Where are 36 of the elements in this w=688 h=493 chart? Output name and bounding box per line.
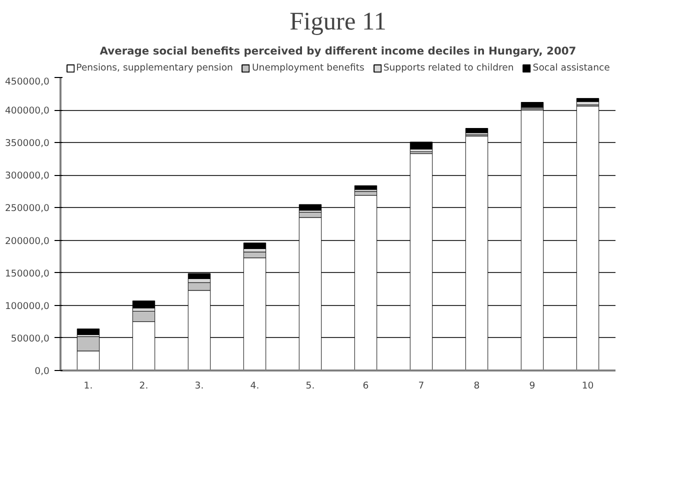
legend-label: Pensions, supplementary pension	[76, 62, 233, 74]
x-tick-label: 2.	[139, 380, 148, 392]
y-tick-label: 100000,0	[4, 300, 50, 312]
x-tick-label: 10	[582, 380, 594, 392]
x-tick-label: 6	[362, 380, 369, 392]
bar	[243, 242, 266, 249]
legend-label: Supports related to children	[383, 62, 514, 74]
y-tick-label: 150000,0	[4, 268, 50, 280]
y-tick-label: 450000,0	[4, 76, 50, 88]
bar	[410, 142, 433, 150]
y-tick-label: 50000,0	[10, 333, 50, 344]
x-tick-label: 8	[474, 380, 480, 392]
y-tick-label: 0,0	[34, 366, 50, 377]
x-tick-label: 3.	[194, 380, 204, 392]
x-tick-label: 9	[529, 380, 536, 392]
y-tick-label: 350000,0	[4, 138, 50, 150]
legend-label: Socal assistance	[532, 62, 610, 74]
legend-label: Unemployment benefits	[252, 62, 364, 74]
y-tick-label: 400000,0	[4, 106, 50, 117]
chart-title: Figure 11	[290, 8, 386, 36]
y-tick-label: 200000,0	[4, 236, 50, 247]
y-tick-label: 250000,0	[4, 203, 50, 214]
x-tick-label: 5.	[306, 380, 315, 392]
bar	[132, 300, 156, 308]
bar	[465, 128, 488, 134]
bar	[298, 204, 322, 211]
y-tick-label: 300000,0	[4, 170, 50, 182]
bar	[354, 185, 378, 190]
bar	[520, 102, 544, 108]
bar	[188, 273, 211, 279]
x-tick-label: 1.	[84, 380, 93, 392]
x-tick-label: 4.	[250, 380, 260, 392]
chart-subtitle: Average social benefits perceived by different income deciles in Hungary, 2007	[100, 44, 576, 58]
bar	[576, 98, 600, 102]
bar	[76, 328, 100, 335]
x-tick-label: 7	[418, 380, 424, 392]
